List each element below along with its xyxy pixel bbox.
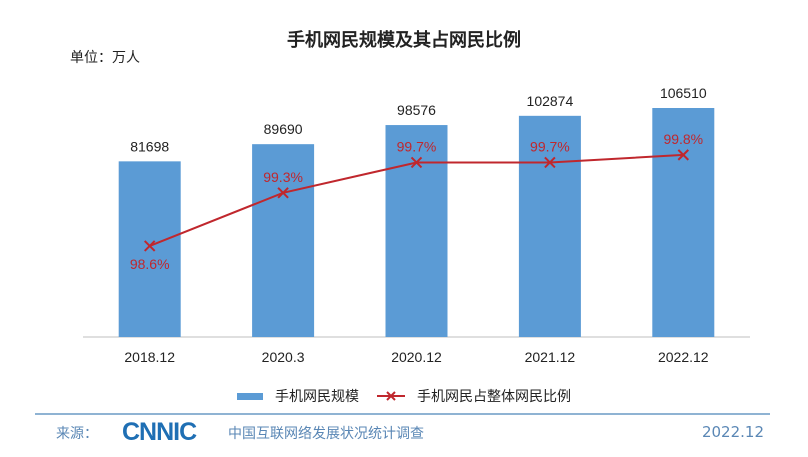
bar — [518, 115, 581, 338]
cnnic-logo: CNNIC — [122, 418, 197, 446]
chart-title: 手机网民规模及其占网民比例 — [287, 30, 521, 51]
legend-bar-swatch — [237, 392, 263, 400]
bar — [385, 125, 448, 337]
ratio-value-label: 99.7% — [397, 138, 437, 154]
ratio-value-label: 99.8% — [663, 131, 703, 147]
bar — [252, 144, 315, 337]
bar — [118, 161, 181, 337]
footer: 来源： CNNIC 中国互联网络发展状况统计调查 2022.12 — [0, 418, 808, 446]
legend-bar-label: 手机网民规模 — [275, 389, 359, 405]
ratio-point-marker — [544, 156, 556, 169]
legend: 手机网民规模 手机网民占整体网民比例 — [0, 386, 808, 406]
bar-value-label: 106510 — [660, 85, 707, 101]
ratio-point-marker — [677, 149, 690, 161]
x-tick-label: 2018.12 — [124, 349, 175, 365]
footer-divider — [35, 413, 770, 415]
bar-value-label: 89690 — [264, 121, 303, 137]
survey-name: 中国互联网络发展状况统计调查 — [228, 426, 424, 442]
bar-value-label: 81698 — [130, 138, 169, 154]
ratio-value-label: 99.7% — [530, 138, 570, 154]
ratio-point-marker — [410, 156, 423, 169]
source-label: 来源： — [56, 426, 98, 442]
unit-label: 单位：万人 — [70, 50, 140, 66]
ratio-value-label: 99.3% — [263, 169, 303, 185]
bar — [652, 108, 715, 337]
x-tick-label: 2020.12 — [391, 349, 442, 365]
x-tick-label: 2022.12 — [658, 349, 709, 365]
report-date: 2022.12 — [701, 423, 764, 441]
ratio-point-marker — [277, 187, 289, 199]
legend-line-swatch — [377, 391, 405, 401]
legend-line-label: 手机网民占整体网民比例 — [417, 389, 571, 405]
bar-value-label: 98576 — [397, 102, 436, 118]
x-tick-label: 2021.12 — [525, 349, 576, 365]
bar-value-label: 102874 — [527, 93, 574, 109]
x-tick-label: 2020.3 — [262, 349, 305, 365]
ratio-value-label: 98.6% — [130, 256, 170, 272]
ratio-point-marker — [143, 240, 156, 252]
